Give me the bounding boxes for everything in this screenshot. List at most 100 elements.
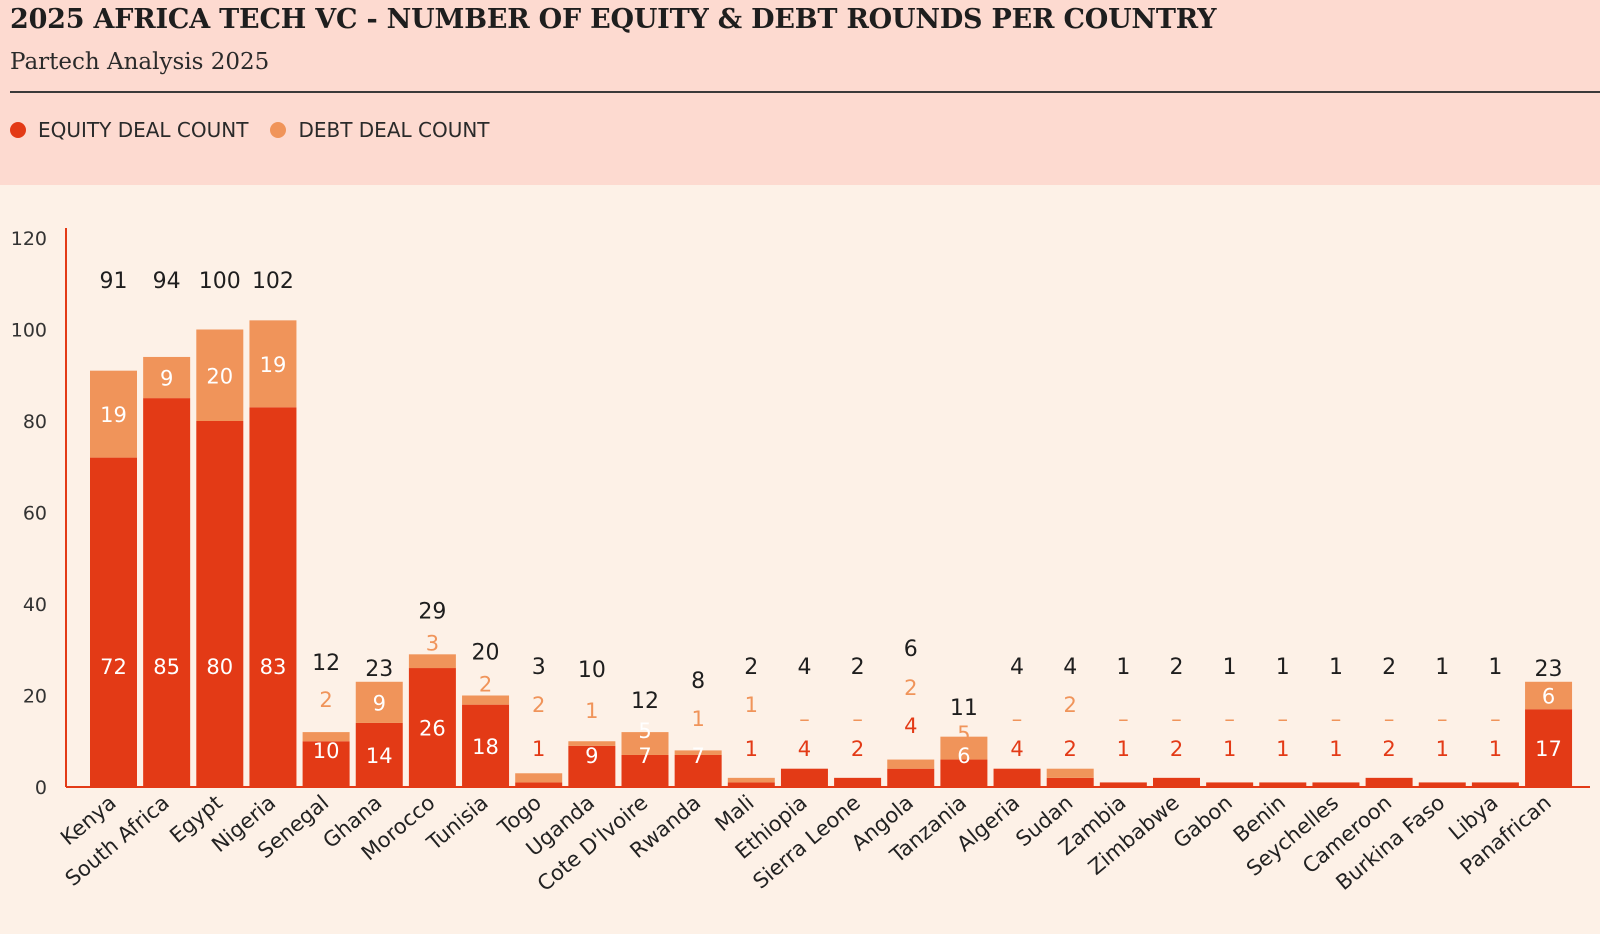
total-value-label: 1: [1223, 655, 1237, 680]
legend-equity-dot: [10, 122, 26, 138]
equity-bar: [1206, 782, 1254, 787]
equity-value-label: 17: [1535, 737, 1562, 761]
equity-bar: [621, 754, 669, 787]
debt-bar: [90, 370, 137, 458]
equity-value-label: 85: [153, 655, 180, 679]
debt-value-label: –: [1171, 707, 1182, 731]
equity-bar: [1312, 782, 1360, 787]
equity-value-label: 1: [1436, 737, 1449, 761]
equity-bar: [568, 745, 616, 787]
equity-value-label: 1: [532, 737, 545, 761]
debt-value-label: –: [1331, 707, 1342, 731]
debt-bar: [302, 732, 350, 742]
equity-value-label: 2: [1382, 737, 1395, 761]
chart-subtitle: Partech Analysis 2025: [10, 49, 270, 75]
equity-bar: [408, 668, 456, 787]
chart-title: 2025 AFRICA TECH VC - NUMBER OF EQUITY &…: [10, 4, 1217, 35]
equity-bar: [674, 754, 722, 787]
total-value-label: 2: [1382, 655, 1396, 680]
x-category-label: Gabon: [1169, 790, 1237, 853]
equity-bar: [834, 777, 882, 787]
equity-bar: [1525, 709, 1573, 787]
debt-value-label: 1: [585, 699, 598, 723]
header-band: 2025 AFRICA TECH VC - NUMBER OF EQUITY &…: [0, 0, 1600, 185]
equity-bar: [1099, 782, 1147, 787]
equity-value-label: 1: [1489, 737, 1502, 761]
legend-equity-label: EQUITY DEAL COUNT: [38, 118, 249, 142]
debt-value-label: 2: [532, 693, 545, 717]
equity-value-label: 18: [472, 735, 499, 759]
equity-value-label: 4: [904, 714, 917, 738]
equity-bar: [515, 782, 563, 787]
equity-value-label: 1: [1117, 737, 1130, 761]
debt-value-label: 19: [260, 353, 287, 377]
equity-bar: [727, 782, 775, 787]
equity-value-label: 10: [313, 739, 340, 763]
equity-value-label: 1: [1223, 737, 1236, 761]
equity-bar: [1259, 782, 1307, 787]
debt-value-label: 1: [745, 693, 758, 717]
equity-value-label: 14: [366, 744, 393, 768]
debt-value-label: 5: [638, 719, 651, 743]
legend-debt-label: DEBT DEAL COUNT: [298, 118, 490, 142]
debt-value-label: –: [1012, 707, 1023, 731]
debt-value-label: 3: [426, 631, 439, 655]
debt-bar: [1525, 681, 1573, 710]
debt-value-label: –: [1224, 707, 1235, 731]
total-value-label: 12: [312, 651, 340, 676]
equity-value-label: 72: [100, 655, 127, 679]
total-value-label: 102: [252, 269, 294, 294]
equity-bar: [90, 457, 137, 787]
equity-bar: [302, 741, 350, 787]
y-tick-label: 80: [23, 411, 47, 433]
total-value-label: 2: [851, 655, 865, 680]
total-value-label: 91: [100, 269, 128, 294]
debt-value-label: 5: [957, 722, 970, 746]
debt-bar: [515, 773, 563, 783]
y-tick-label: 0: [35, 777, 47, 799]
chart-legend: EQUITY DEAL COUNT DEBT DEAL COUNT: [10, 118, 490, 142]
debt-value-label: 6: [1542, 685, 1555, 709]
debt-bar: [249, 320, 297, 408]
total-value-label: 10: [578, 658, 606, 683]
equity-value-label: 2: [851, 737, 864, 761]
debt-value-label: 9: [160, 367, 173, 391]
debt-bar: [674, 750, 722, 755]
equity-bar: [1418, 782, 1466, 787]
equity-bar: [1471, 782, 1519, 787]
debt-value-label: 2: [479, 673, 492, 697]
debt-value-label: –: [1278, 707, 1289, 731]
equity-value-label: 4: [798, 737, 811, 761]
equity-bar: [993, 768, 1041, 787]
debt-value-label: 20: [206, 364, 233, 388]
debt-bar: [1046, 768, 1094, 778]
debt-bar: [727, 777, 775, 783]
total-value-label: 29: [418, 599, 446, 624]
debt-bar: [621, 732, 669, 755]
total-value-label: 1: [1488, 655, 1502, 680]
total-value-label: 1: [1116, 655, 1130, 680]
equity-bar: [143, 398, 191, 787]
equity-bar: [780, 768, 828, 787]
equity-bar: [355, 722, 403, 787]
total-value-label: 2: [1170, 655, 1184, 680]
equity-value-label: 2: [1170, 737, 1183, 761]
equity-bar: [249, 407, 297, 787]
equity-value-label: 26: [419, 717, 446, 741]
debt-value-label: 2: [904, 676, 917, 700]
equity-bar: [1153, 777, 1200, 787]
total-value-label: 23: [1535, 657, 1563, 682]
total-value-label: 20: [472, 641, 500, 666]
debt-value-label: –: [1437, 707, 1448, 731]
header-divider: [10, 91, 1600, 93]
y-tick-label: 60: [23, 503, 47, 525]
total-value-label: 4: [1010, 655, 1024, 680]
total-value-label: 3: [532, 655, 546, 680]
total-value-label: 4: [1063, 655, 1077, 680]
debt-value-label: –: [1490, 707, 1501, 731]
equity-value-label: 83: [260, 655, 287, 679]
total-value-label: 100: [199, 269, 241, 294]
legend-item-debt: DEBT DEAL COUNT: [270, 118, 490, 142]
debt-value-label: –: [1118, 707, 1129, 731]
